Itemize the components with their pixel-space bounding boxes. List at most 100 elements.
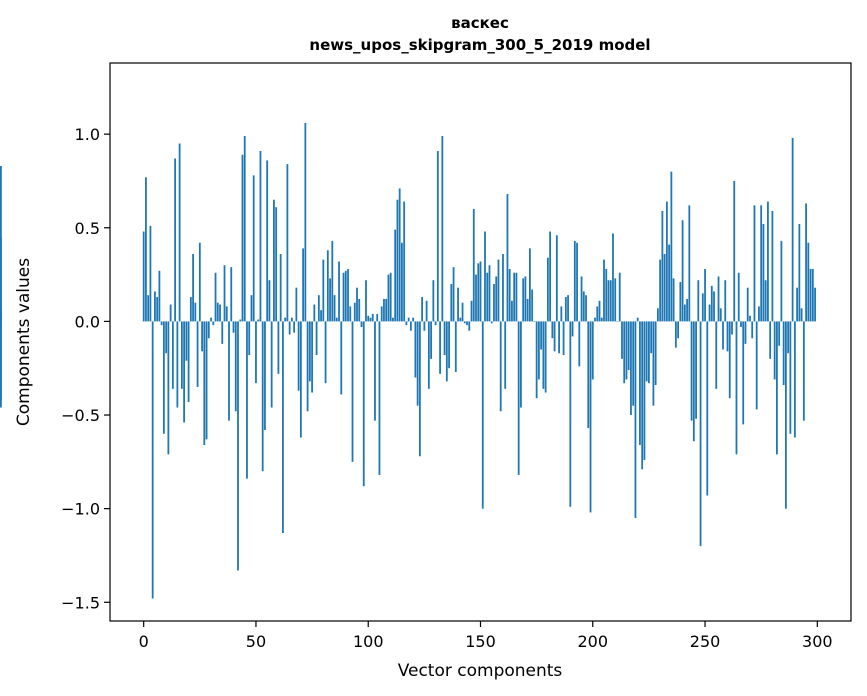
bar <box>358 298 361 322</box>
bar <box>746 287 749 322</box>
bar <box>488 265 491 322</box>
bar <box>174 158 177 322</box>
bar <box>403 201 406 322</box>
bar <box>335 317 338 322</box>
bar <box>189 297 192 322</box>
bar <box>241 154 244 322</box>
bar <box>371 313 374 322</box>
bar <box>742 321 745 425</box>
bar <box>167 321 170 455</box>
bar <box>623 321 626 384</box>
bar <box>329 278 331 322</box>
bar <box>374 321 376 421</box>
bar <box>248 321 251 356</box>
bar <box>427 321 430 389</box>
y-axis-label: Components values <box>14 258 34 426</box>
bar <box>257 319 260 322</box>
bar <box>542 321 545 389</box>
bar <box>430 321 432 359</box>
bar <box>459 317 462 322</box>
bar <box>762 224 765 322</box>
bar <box>627 321 630 371</box>
bar <box>805 203 807 322</box>
bar <box>773 321 776 380</box>
bar <box>791 137 794 322</box>
bar <box>564 297 567 322</box>
bar <box>569 321 572 507</box>
bar <box>225 306 228 322</box>
bar <box>387 274 390 322</box>
bar <box>178 143 181 322</box>
bar <box>493 283 495 322</box>
bar <box>807 242 810 322</box>
bar <box>261 321 264 472</box>
bar <box>789 321 792 434</box>
bar <box>252 175 255 322</box>
bar <box>814 287 816 322</box>
bar <box>796 287 799 322</box>
bar <box>477 263 480 322</box>
bar <box>198 242 201 322</box>
bar <box>353 302 356 322</box>
bar <box>228 321 230 421</box>
bar <box>612 233 614 322</box>
bar <box>573 240 576 322</box>
bar <box>405 321 408 326</box>
bar <box>246 321 248 479</box>
bar <box>284 317 287 322</box>
bar <box>299 321 302 438</box>
bar <box>207 321 210 339</box>
bar <box>154 291 156 322</box>
bar <box>744 321 747 344</box>
bar <box>632 321 635 406</box>
bar <box>432 280 435 322</box>
x-tick-label: 200 <box>577 632 608 651</box>
bar <box>342 272 345 322</box>
bar <box>710 285 713 322</box>
bar <box>479 261 482 322</box>
bar <box>282 321 284 533</box>
bar <box>589 321 592 513</box>
bar <box>634 321 637 519</box>
bar <box>394 229 397 322</box>
bar <box>378 321 381 475</box>
bar <box>517 321 520 475</box>
bar <box>176 321 179 408</box>
bar <box>663 253 666 322</box>
bar <box>616 321 619 322</box>
bar <box>755 321 758 410</box>
bar <box>481 321 484 509</box>
bar <box>302 248 305 322</box>
bar <box>237 321 239 571</box>
bar <box>277 321 280 374</box>
bar <box>690 321 693 421</box>
bar <box>490 321 493 324</box>
chart-title: васкес <box>451 14 509 32</box>
bar <box>333 295 336 322</box>
bar <box>740 321 742 328</box>
bar <box>535 321 538 399</box>
bar <box>279 253 282 322</box>
bar <box>665 201 668 322</box>
bar <box>425 300 428 322</box>
bar <box>273 199 275 322</box>
bar <box>457 287 459 322</box>
bar <box>502 253 504 322</box>
bar <box>605 268 608 322</box>
x-tick-label: 50 <box>246 632 266 651</box>
bar <box>683 304 686 322</box>
bar <box>360 321 363 328</box>
bar <box>513 272 516 322</box>
bar <box>398 188 401 322</box>
bar <box>722 321 724 350</box>
bar <box>520 321 522 408</box>
bar <box>418 321 421 457</box>
bar <box>412 317 415 322</box>
x-tick-label: 150 <box>465 632 496 651</box>
y-axis-ticks: −1.5 −1.0 −0.5 0.0 0.5 1.0 <box>61 125 110 612</box>
bar <box>165 321 168 354</box>
bar <box>688 205 691 322</box>
bar <box>515 272 518 322</box>
bar <box>524 276 527 322</box>
bar <box>560 306 563 322</box>
